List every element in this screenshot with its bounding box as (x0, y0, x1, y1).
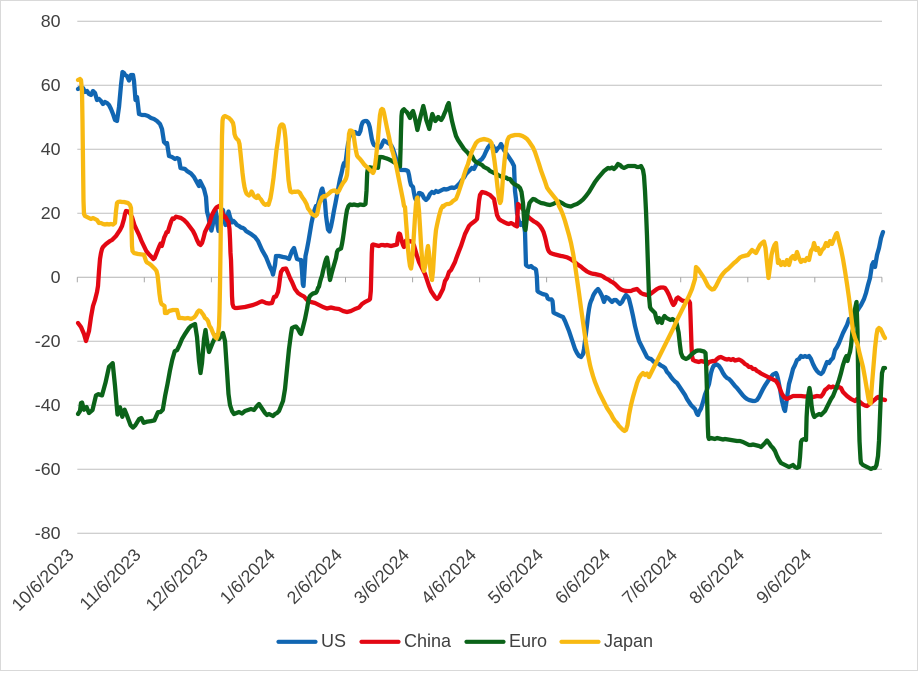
svg-text:11/6/2023: 11/6/2023 (76, 545, 145, 614)
svg-text:3/6/2024: 3/6/2024 (350, 545, 413, 608)
svg-text:Euro: Euro (509, 631, 547, 651)
svg-text:-80: -80 (35, 523, 61, 543)
svg-text:20: 20 (41, 203, 61, 223)
svg-text:5/6/2024: 5/6/2024 (484, 545, 547, 608)
svg-text:4/6/2024: 4/6/2024 (417, 545, 480, 608)
svg-text:9/6/2024: 9/6/2024 (752, 545, 815, 608)
svg-text:60: 60 (41, 75, 61, 95)
svg-text:6/6/2024: 6/6/2024 (551, 545, 614, 608)
svg-text:40: 40 (41, 139, 61, 159)
svg-text:1/6/2024: 1/6/2024 (216, 545, 279, 608)
svg-text:10/6/2023: 10/6/2023 (8, 545, 78, 615)
svg-text:US: US (321, 631, 346, 651)
svg-text:12/6/2023: 12/6/2023 (142, 545, 212, 615)
svg-text:0: 0 (51, 267, 61, 287)
svg-text:-60: -60 (35, 459, 61, 479)
svg-text:8/6/2024: 8/6/2024 (685, 545, 748, 608)
svg-text:80: 80 (41, 11, 61, 31)
svg-text:-40: -40 (35, 395, 61, 415)
svg-text:China: China (404, 631, 452, 651)
svg-text:-20: -20 (35, 331, 61, 351)
svg-text:2/6/2024: 2/6/2024 (283, 545, 346, 608)
svg-text:7/6/2024: 7/6/2024 (618, 545, 681, 608)
svg-text:Japan: Japan (604, 631, 653, 651)
